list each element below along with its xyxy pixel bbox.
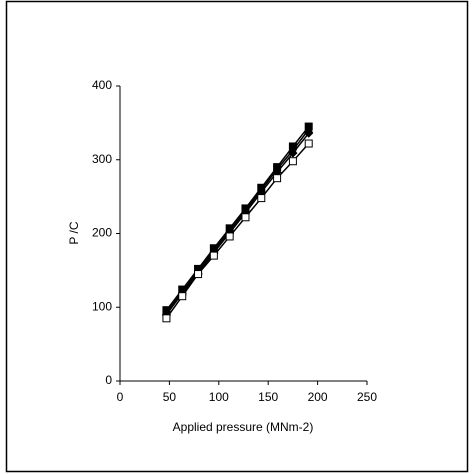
marker: [225, 232, 234, 241]
marker: [209, 251, 218, 260]
marker: [194, 270, 203, 279]
marker: [304, 139, 313, 148]
x-tick-label: 150: [258, 390, 278, 404]
frame: [5, 0, 469, 473]
x-tick-label: 50: [163, 390, 177, 404]
y-tick-label: 0: [105, 373, 112, 387]
series-line: [165, 143, 310, 319]
marker: [288, 157, 297, 166]
x-tick-label: 250: [357, 390, 377, 404]
y-axis-label: P /C: [67, 221, 81, 244]
series-line: [165, 132, 310, 316]
y-tick-label: 200: [92, 226, 112, 240]
x-tick-label: 0: [117, 390, 124, 404]
y-tick-label: 300: [92, 152, 112, 166]
marker: [304, 128, 314, 138]
marker: [241, 213, 250, 222]
x-tick-label: 200: [308, 390, 328, 404]
y-tick-label: 100: [92, 299, 112, 313]
marker: [273, 174, 282, 183]
x-tick-label: 100: [209, 390, 229, 404]
marker: [178, 292, 187, 301]
marker: [288, 148, 298, 158]
marker: [257, 194, 266, 203]
series-line: [165, 126, 310, 311]
x-axis-label: Applied pressure (MNm-2): [173, 420, 314, 434]
series-line: [165, 129, 310, 313]
y-tick-label: 400: [92, 78, 112, 92]
marker: [162, 314, 171, 323]
